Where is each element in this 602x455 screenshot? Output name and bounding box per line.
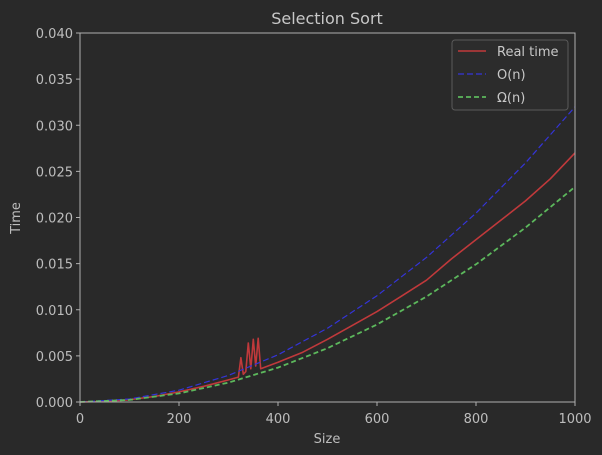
x-tick-label: 800: [464, 412, 489, 427]
y-tick-label: 0.005: [36, 350, 73, 365]
y-tick-label: 0.015: [36, 258, 73, 273]
y-axis: 0.000 0.005 0.010 0.015 0.020 0.025 0.030 0.035…: [36, 27, 80, 411]
y-tick-label: 0.035: [36, 73, 73, 88]
x-tick-label: 0: [76, 412, 84, 427]
plot-area: [79, 106, 576, 403]
big-o-line: [79, 106, 576, 403]
legend-box: [451, 39, 569, 111]
real-time-line: [79, 152, 576, 403]
legend-omega-label: Ω(n): [497, 91, 525, 106]
legend-big-o-label: O(n): [497, 68, 526, 83]
x-tick-label: 600: [365, 412, 390, 427]
y-tick-label: 0.010: [36, 304, 73, 319]
x-tick-label: 1000: [558, 412, 591, 427]
legend-real-time-label: Real time: [497, 45, 559, 60]
y-tick-label: 0.000: [36, 396, 73, 411]
x-axis-label: Size: [314, 432, 341, 447]
x-tick-label: 200: [167, 412, 192, 427]
y-tick-label: 0.030: [36, 119, 73, 134]
y-tick-label: 0.040: [36, 27, 73, 42]
chart-title: Selection Sort: [271, 9, 383, 28]
x-tick-label: 400: [266, 412, 291, 427]
x-axis: 0 200 400 600 800 1000: [76, 402, 592, 427]
y-axis-label: Time: [9, 202, 24, 235]
legend: Real time O(n) Ω(n): [451, 39, 569, 111]
y-tick-label: 0.025: [36, 165, 73, 180]
y-tick-label: 0.020: [36, 212, 73, 227]
omega-line: [79, 186, 576, 403]
